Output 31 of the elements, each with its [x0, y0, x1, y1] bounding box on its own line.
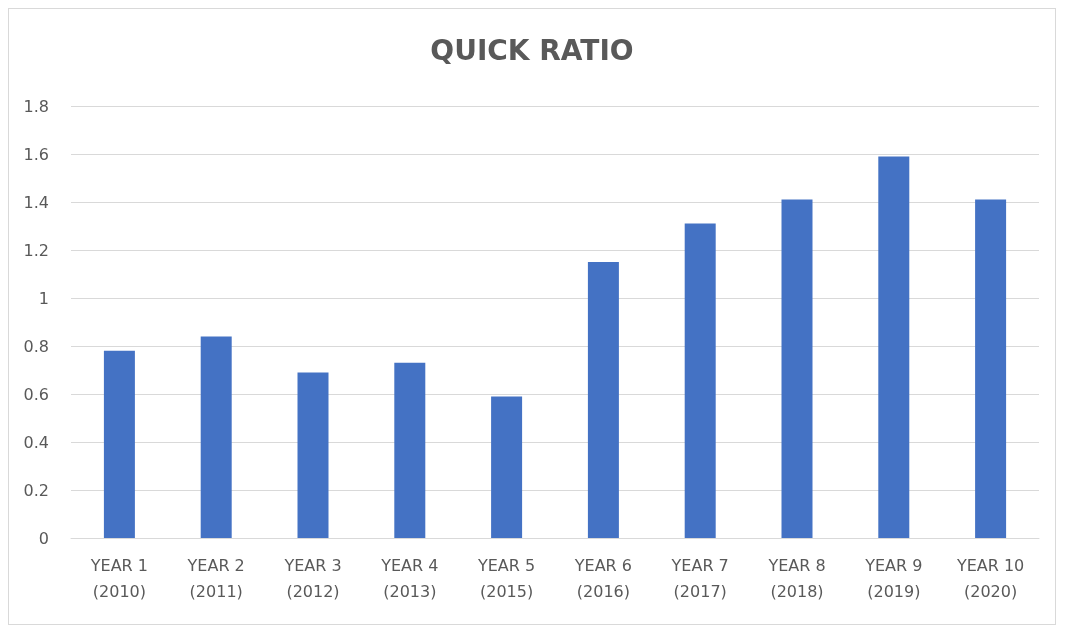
y-tick-label: 1.4: [23, 192, 49, 212]
y-tick-label: 1: [38, 288, 49, 308]
bar: [878, 156, 910, 538]
bar: [684, 223, 716, 538]
bar: [394, 362, 426, 538]
x-tick-label: YEAR 10 (2020): [955, 555, 1025, 601]
y-tick-label: 0.6: [23, 384, 49, 404]
x-tick-label: YEAR 7 (2017): [670, 555, 729, 601]
x-tick-label: YEAR 9 (2019): [864, 555, 923, 601]
y-tick-label: 1.8: [23, 96, 49, 116]
y-tick-label: 1.6: [23, 144, 49, 164]
bar: [103, 350, 135, 538]
y-tick-label: 0.8: [23, 336, 49, 356]
x-tick-label: YEAR 4 (2013): [380, 555, 439, 601]
bar: [491, 396, 523, 538]
x-tick-label: YEAR 5 (2015): [476, 555, 536, 601]
bar: [587, 262, 619, 538]
bar: [975, 199, 1007, 538]
x-tick-label: YEAR 3 (2012): [283, 555, 342, 601]
x-tick-label: YEAR 6 (2016): [573, 555, 633, 601]
x-tick-label: YEAR 2 (2011): [186, 555, 245, 601]
x-tick-label: YEAR 1 (2010): [89, 555, 149, 601]
bar: [297, 372, 329, 538]
x-tick-label: YEAR 8 (2018): [767, 555, 826, 601]
y-tick-label: 1.2: [23, 240, 49, 260]
chart-title: QUICK RATIO: [430, 33, 634, 67]
y-tick-label: 0.2: [23, 480, 49, 500]
bar: [781, 199, 813, 538]
y-tick-label: 0: [38, 528, 49, 548]
y-tick-label: 0.4: [23, 432, 49, 452]
bar: [200, 336, 232, 538]
